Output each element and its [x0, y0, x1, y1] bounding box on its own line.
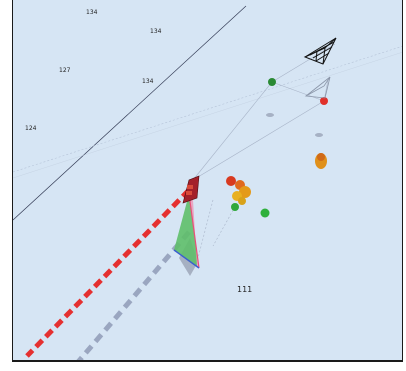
- chart-border: [13, 360, 403, 362]
- sector-edge: [188, 193, 200, 269]
- target-marker-red[interactable]: [320, 97, 328, 105]
- marker-shadow: [315, 133, 323, 137]
- depth-sounding: 111: [237, 285, 252, 294]
- sector-base: [173, 249, 200, 269]
- radar-cone-ghost-icon[interactable]: [304, 76, 331, 99]
- nautical-chart-view[interactable]: 134 134 127 134 124 111: [13, 0, 403, 360]
- depth-sounding: 134: [86, 9, 98, 16]
- target-marker-green[interactable]: [268, 78, 276, 86]
- target-marker-icon[interactable]: [315, 153, 327, 169]
- depth-sounding: 134: [142, 78, 154, 85]
- predicted-track: [76, 230, 191, 360]
- target-leader-lines: [192, 43, 336, 259]
- depth-sounding: 124: [25, 125, 37, 132]
- heading-line: [25, 188, 191, 358]
- sector-cone: [174, 194, 199, 268]
- chart-canvas: 134 134 127 134 124 111: [13, 5, 403, 360]
- own-ship-icon[interactable]: [182, 175, 200, 204]
- depth-sounding: 134: [150, 28, 162, 35]
- chart-border: [12, 0, 13, 362]
- chart-border: [402, 0, 403, 362]
- target-cluster[interactable]: [226, 176, 270, 218]
- radar-cone-icon[interactable]: [303, 37, 337, 65]
- depth-sounding: 127: [59, 67, 71, 74]
- chart-line-2: [13, 45, 403, 173]
- chart-line-1: [13, 5, 247, 221]
- chart-line-3: [13, 51, 403, 179]
- marker-shadow: [266, 113, 274, 117]
